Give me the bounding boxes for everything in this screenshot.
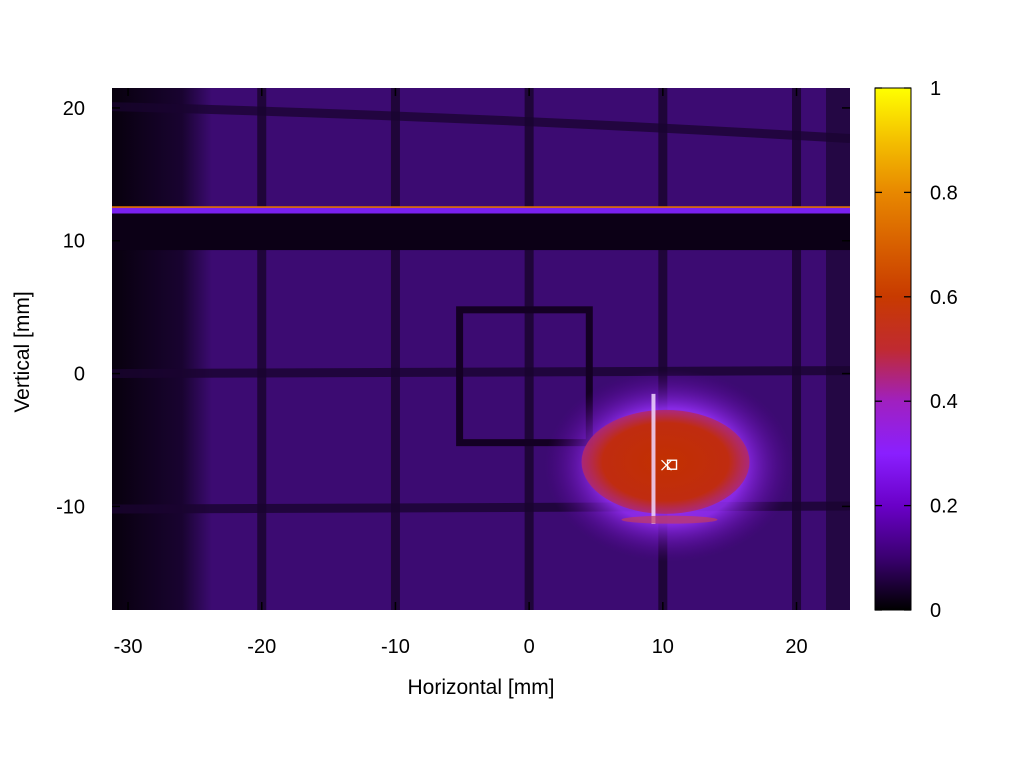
dark-band <box>112 211 850 251</box>
y-axis-label: Vertical [mm] <box>11 291 34 412</box>
marker-cross-b <box>661 459 672 471</box>
y-tick-label: 0 <box>74 364 85 386</box>
hot-spot-core <box>581 409 750 514</box>
heatmap-image <box>112 88 850 610</box>
y-tick-label: 10 <box>63 231 85 253</box>
square-outline <box>456 306 593 447</box>
x-tick-label: 0 <box>524 636 535 658</box>
marker-square <box>666 459 678 470</box>
colorbar-ticks: 0 0.2 0.4 0.6 0.8 1 <box>875 78 958 622</box>
colorbar: 0 0.2 0.4 0.6 0.8 1 <box>874 78 958 622</box>
colorbar-tick-label: 0 <box>930 600 941 622</box>
colorbar-gradient <box>874 87 912 611</box>
colorbar-tick-label: 0.6 <box>930 287 958 309</box>
center-marker <box>661 459 678 471</box>
x-tick-label: -20 <box>247 636 276 658</box>
x-axis-ticks: -30 -20 -10 0 10 20 <box>114 88 808 658</box>
colorbar-tick-label: 0.2 <box>930 496 958 518</box>
y-tick-label: 20 <box>63 98 85 120</box>
x-tick-label: -10 <box>381 636 410 658</box>
heatmap-left-shade <box>112 88 212 610</box>
y-axis-ticks: -10 0 10 20 <box>56 98 850 518</box>
hot-spot <box>544 369 795 562</box>
colorbar-tick-label: 0.8 <box>930 182 958 204</box>
x-tick-label: 20 <box>785 636 807 658</box>
colorbar-tick-label: 1 <box>930 78 941 100</box>
x-axis-label: Horizontal [mm] <box>407 676 554 699</box>
hot-spot-tail <box>621 515 718 524</box>
grid-shadow-horizontal <box>112 366 850 379</box>
grid-shadow-curve <box>112 102 850 144</box>
x-tick-label: -30 <box>114 636 143 658</box>
colorbar-tick-label: 0.4 <box>930 391 958 413</box>
x-tick-label: 10 <box>652 636 674 658</box>
heatmap-right-edge <box>826 88 850 610</box>
y-tick-label: -10 <box>56 496 85 518</box>
